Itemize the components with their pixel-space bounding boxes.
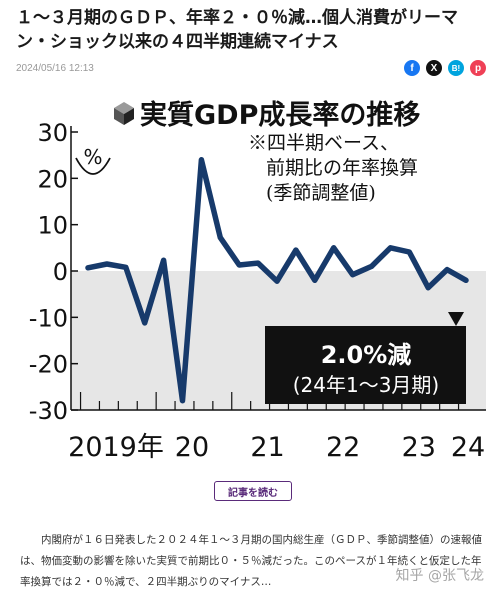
article-meta: 2024/05/16 12:13 f X B! p	[16, 60, 486, 80]
unit-label: %	[83, 145, 102, 169]
chart-note: ※四半期ベース、前期比の年率換算 (季節調整値)	[248, 132, 418, 204]
y-tick-label: -10	[29, 304, 68, 332]
year-label: 21	[250, 432, 284, 463]
data-point	[426, 286, 430, 290]
data-point	[86, 266, 90, 270]
data-point	[275, 279, 279, 283]
hatena-bookmark-icon[interactable]: B!	[448, 60, 464, 76]
year-label: 2019年	[68, 432, 164, 463]
y-tick-label: -30	[29, 397, 68, 425]
data-point	[294, 248, 298, 252]
data-point	[445, 268, 449, 272]
publish-date: 2024/05/16 12:13	[16, 63, 94, 74]
facebook-share-icon[interactable]: f	[404, 60, 420, 76]
y-tick-label: -20	[29, 351, 68, 379]
y-tick-label: 10	[37, 212, 68, 240]
data-point	[464, 278, 468, 282]
year-label: 22	[326, 432, 360, 463]
data-point	[351, 273, 355, 277]
callout-period: (24年1～3月期)	[293, 373, 440, 397]
article-headline: １～３月期のＧＤＰ、年率２・０％減…個人消費がリーマン・ショック以来の４四半期連…	[16, 8, 458, 52]
x-share-icon[interactable]: X	[426, 60, 442, 76]
callout-value: 2.0%減	[321, 341, 412, 369]
y-tick-label: 0	[53, 258, 68, 286]
data-point	[218, 236, 222, 240]
callout-box	[265, 326, 466, 404]
data-point	[162, 258, 166, 262]
year-label: 24	[451, 432, 485, 463]
cube-icon	[114, 102, 134, 125]
y-tick-label: 20	[37, 165, 68, 193]
gdp-chart: 実質GDP成長率の推移 ※四半期ベース、前期比の年率換算 (季節調整値) % 30…	[16, 84, 486, 472]
data-point	[407, 250, 411, 254]
chart-note-line: (季節調整値)	[266, 182, 376, 204]
data-point	[332, 246, 336, 250]
zhihu-watermark: 知乎 @张飞龙	[395, 568, 484, 584]
share-buttons: f X B! p	[404, 60, 486, 76]
chart-title: 実質GDP成長率の推移	[140, 99, 420, 131]
data-point	[181, 399, 184, 403]
data-point	[370, 264, 373, 268]
year-label: 20	[175, 432, 209, 463]
gdp-chart-svg: 実質GDP成長率の推移 ※四半期ベース、前期比の年率換算 (季節調整値) % 30…	[29, 99, 486, 463]
callout-pointer	[448, 312, 464, 326]
data-point	[199, 158, 203, 162]
read-article-button[interactable]: 記事を読む	[214, 481, 292, 501]
read-more-label: 記事を読む	[228, 487, 278, 499]
series-line-group	[85, 157, 469, 404]
y-tick-label: 30	[37, 119, 68, 147]
data-point	[124, 265, 128, 269]
data-point	[143, 321, 147, 325]
chart-note-line: 前期比の年率換算	[266, 157, 418, 179]
data-point	[313, 278, 317, 282]
article-body: 内閣府が１６日発表した２０２４年１～３月期の国内総生産（ＧＤＰ、季節調整値）の速…	[20, 534, 482, 588]
data-point	[105, 262, 109, 266]
unit-bracket	[75, 157, 111, 175]
data-point	[237, 263, 241, 267]
chart-title-block: 実質GDP成長率の推移	[114, 99, 420, 131]
chart-note-line: ※四半期ベース、	[248, 132, 399, 154]
data-point	[388, 246, 392, 250]
data-point	[256, 261, 260, 265]
callout: 2.0%減 (24年1～3月期)	[265, 312, 466, 404]
pocket-save-icon[interactable]: p	[470, 60, 486, 76]
year-label: 23	[402, 432, 436, 463]
